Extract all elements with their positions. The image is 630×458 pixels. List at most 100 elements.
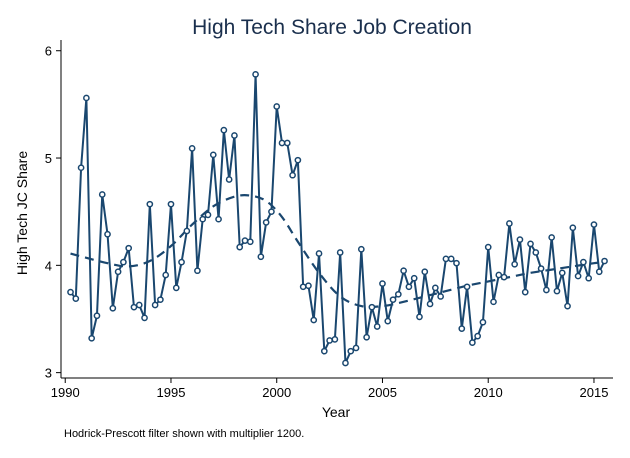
data-point-marker: [442, 255, 450, 263]
data-point-marker: [394, 290, 402, 298]
data-point-marker: [532, 249, 540, 256]
data-point-marker: [421, 268, 429, 276]
data-point-marker: [405, 283, 413, 291]
data-point-marker: [162, 271, 170, 279]
data-point-marker: [384, 317, 392, 325]
data-point-marker: [252, 70, 259, 78]
data-point-marker: [114, 268, 122, 276]
data-point-marker: [585, 274, 593, 282]
data-point-marker: [246, 238, 254, 246]
data-point-marker: [426, 300, 434, 308]
data-point-marker: [204, 211, 212, 219]
data-point-marker: [543, 286, 550, 294]
data-point-marker: [310, 316, 318, 324]
data-point-marker: [209, 151, 217, 159]
x-tick-label: 2010: [474, 385, 503, 400]
data-point-marker: [331, 336, 339, 343]
data-point-marker: [463, 283, 471, 291]
data-point-marker: [72, 295, 80, 302]
data-point-marker: [389, 296, 397, 304]
data-point-marker: [88, 334, 96, 342]
data-point-marker: [336, 249, 344, 256]
data-point-marker: [305, 282, 312, 290]
hp-trend-line: [70, 194, 605, 309]
filter-note: Hodrick-Prescott filter shown with multi…: [64, 428, 304, 440]
y-tick-label: 4: [45, 258, 52, 273]
y-axis-label: High Tech JC Share: [14, 151, 30, 275]
data-point-marker: [537, 265, 545, 272]
data-point-marker: [342, 359, 349, 367]
data-point-marker: [273, 103, 281, 110]
data-point-marker: [194, 267, 201, 275]
data-point-marker: [590, 221, 598, 228]
chart-title: High Tech Share Job Creation: [192, 16, 472, 39]
data-point-marker: [373, 323, 381, 330]
data-point-marker: [447, 255, 455, 263]
data-point-marker: [109, 304, 117, 312]
data-point-marker: [548, 234, 556, 241]
data-point-marker: [320, 347, 328, 355]
data-point-marker: [268, 208, 275, 216]
data-point-marker: [93, 312, 101, 320]
data-point-marker: [595, 268, 603, 276]
data-point-marker: [574, 272, 582, 280]
data-point-marker: [479, 318, 487, 326]
data-point-marker: [490, 298, 497, 306]
data-point-marker: [553, 287, 561, 295]
data-point-marker: [601, 257, 608, 265]
data-point-marker: [437, 293, 444, 300]
y-tick-label: 6: [45, 44, 52, 59]
data-point-marker: [379, 280, 386, 287]
data-point-marker: [474, 332, 481, 340]
data-point-marker: [141, 314, 148, 322]
data-point-marker: [347, 347, 355, 355]
data-point-marker: [289, 171, 296, 179]
data-point-marker: [521, 288, 529, 296]
data-point-marker: [416, 313, 423, 321]
data-point-marker: [225, 176, 233, 183]
data-point-marker: [558, 269, 566, 277]
x-axis-ticks: 1990 1995 2000 2005 2010 2015: [51, 378, 609, 400]
data-point-marker: [257, 253, 265, 261]
data-point-marker: [400, 267, 407, 275]
data-point-marker: [315, 250, 323, 257]
data-point-marker: [183, 227, 191, 235]
data-point-marker: [453, 259, 460, 267]
data-point-marker: [511, 260, 519, 268]
data-point-marker: [167, 200, 175, 208]
data-point-marker: [77, 164, 85, 172]
data-point-marker: [580, 258, 587, 266]
data-point-marker: [564, 302, 571, 310]
data-point-marker: [410, 274, 418, 282]
data-point-marker: [231, 132, 238, 139]
data-point-marker: [199, 215, 207, 223]
data-point-marker: [172, 284, 180, 292]
data-point-marker: [500, 273, 508, 281]
data-point-marker: [125, 244, 133, 252]
data-point-marker: [178, 258, 185, 266]
data-point-marker: [262, 219, 270, 226]
data-point-marker: [458, 325, 466, 332]
x-axis-label: Year: [322, 404, 351, 420]
data-point-marker: [368, 303, 376, 311]
data-point-marker: [495, 271, 503, 279]
data-point-marker: [241, 237, 249, 245]
data-point-marker: [469, 339, 476, 346]
y-tick-label: 5: [45, 151, 52, 166]
data-point-marker: [516, 236, 524, 243]
data-point-marker: [67, 288, 74, 296]
data-point-marker: [157, 296, 164, 304]
x-tick-label: 2015: [580, 385, 609, 400]
data-point-marker: [215, 215, 222, 223]
data-point-marker: [294, 156, 302, 164]
y-axis-ticks: 3 4 5 6: [45, 44, 61, 381]
data-point-marker: [151, 301, 159, 309]
data-point-marker: [484, 243, 492, 251]
series-layer: [67, 70, 608, 367]
y-tick-label: 3: [45, 366, 52, 381]
x-tick-label: 2000: [262, 385, 291, 400]
share-series-line: [69, 74, 606, 364]
data-point-marker: [236, 243, 244, 251]
data-point-marker: [130, 303, 138, 311]
